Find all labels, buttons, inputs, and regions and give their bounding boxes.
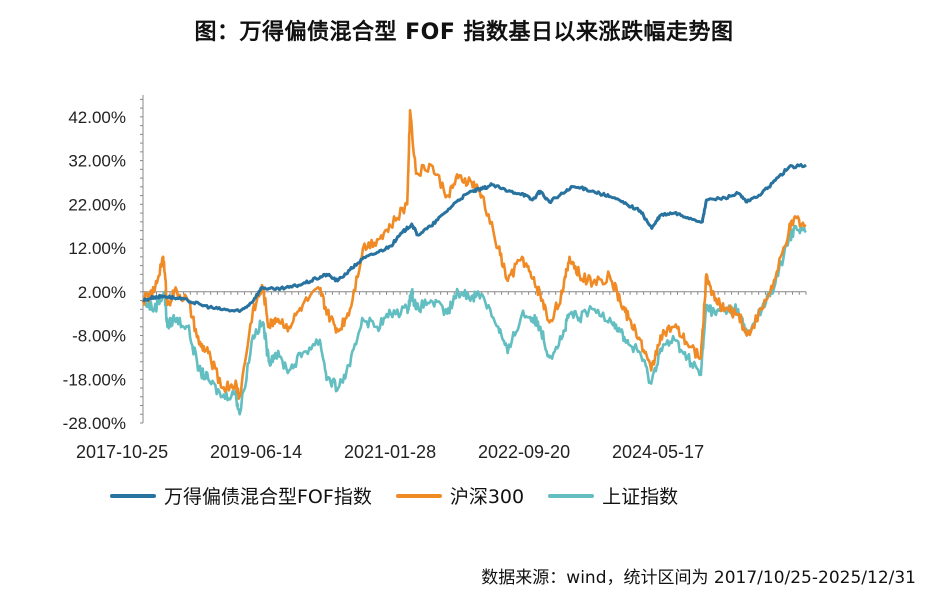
chart-title: 图：万得偏债混合型 FOF 指数基日以来涨跌幅走势图: [194, 20, 734, 45]
legend-item-fof[interactable]: 万得偏债混合型FOF指数: [110, 482, 372, 509]
series-lines: [141, 109, 807, 416]
x-axis-ticks: 2017-10-25 2019-06-14 2021-01-28 2022-09-20…: [76, 442, 704, 462]
x-tick-label: 2017-10-25: [76, 442, 168, 462]
legend-swatch-hs300: [395, 493, 442, 498]
x-tick-label: 2019-06-14: [210, 442, 302, 462]
y-tick-label: 22.00%: [68, 195, 126, 214]
x-tick-label: 2021-01-28: [344, 442, 436, 462]
legend-label-hs300: 沪深300: [449, 486, 525, 508]
x-tick-label: 2022-09-20: [478, 442, 570, 462]
series-line-fof: [142, 163, 807, 313]
legend: 万得偏债混合型FOF指数 沪深300 上证指数: [110, 482, 678, 509]
legend-item-sh[interactable]: 上证指数: [548, 482, 678, 509]
y-tick-label: -28.00%: [63, 414, 126, 433]
y-tick-label: 42.00%: [68, 108, 126, 127]
source-note: 数据来源：wind，统计区间为 2017/10/25-2025/12/31: [481, 568, 916, 588]
y-tick-label: -18.00%: [63, 370, 126, 389]
y-axis-ticks: 42.00% 32.00% 22.00% 12.00% 2.00% -8.00% -18.0…: [63, 108, 126, 433]
y-tick-label: -8.00%: [72, 327, 126, 346]
legend-swatch-fof: [110, 493, 156, 498]
series-line-sh: [142, 224, 807, 416]
legend-item-hs300[interactable]: 沪深300: [395, 482, 525, 509]
y-tick-label: 12.00%: [68, 239, 126, 258]
legend-label-sh: 上证指数: [602, 486, 679, 508]
x-tick-label: 2024-05-17: [612, 442, 704, 462]
series-line-hs300: [141, 109, 807, 400]
y-tick-label: 2.00%: [78, 283, 126, 302]
legend-swatch-sh: [548, 493, 595, 498]
legend-label-fof: 万得偏债混合型FOF指数: [164, 486, 372, 508]
axes: [140, 95, 807, 424]
y-tick-label: 32.00%: [68, 152, 126, 171]
